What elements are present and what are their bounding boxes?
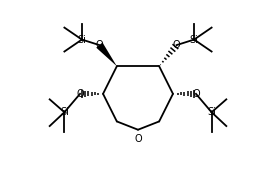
Text: Si: Si [190,35,198,45]
Text: Si: Si [78,35,86,45]
Text: O: O [192,89,200,99]
Text: Si: Si [60,107,69,117]
Text: O: O [76,89,84,99]
Polygon shape [96,43,117,66]
Text: O: O [134,134,142,144]
Text: O: O [173,40,181,50]
Text: O: O [95,40,103,50]
Text: Si: Si [207,107,216,117]
